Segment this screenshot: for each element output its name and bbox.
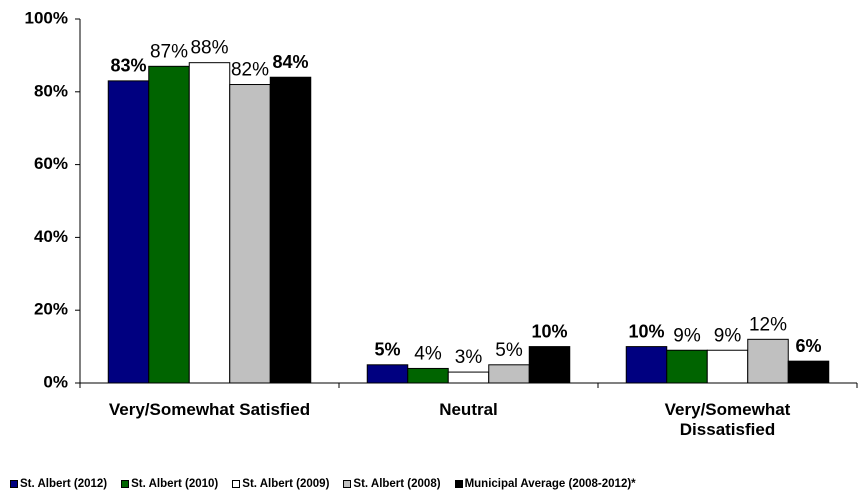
plot: 0% 20% 40% 60% 80% 100% 83%87% 88%82% 84% 5% 4% 3% 5… <box>25 8 858 391</box>
y-tick-label: 20% <box>34 300 68 319</box>
legend-item: St. Albert (2009) <box>232 478 329 490</box>
data-label: 5% <box>495 340 523 361</box>
data-label: 10% <box>531 321 567 341</box>
legend-label: St. Albert (2010) <box>131 478 219 490</box>
legend-label: Municipal Average (2008-2012)* <box>464 478 636 490</box>
legend-swatch <box>454 480 463 488</box>
legend-item: St. Albert (2008) <box>343 478 441 490</box>
data-label: 3% <box>455 347 483 368</box>
data-label: 84% <box>272 52 308 72</box>
bar <box>269 76 312 384</box>
bar <box>229 84 271 384</box>
y-tick-label: 60% <box>34 154 68 173</box>
legend-label: St. Albert (2012) <box>20 478 108 490</box>
legend-label: St. Albert (2008) <box>353 478 441 490</box>
y-tick-label: 0% <box>43 372 68 391</box>
data-label: 6% <box>795 336 821 356</box>
legend-swatch <box>343 480 352 488</box>
x-tick-label: Very/Somewhat Satisfied <box>108 400 311 419</box>
bar <box>488 364 530 384</box>
legend-swatch <box>232 480 241 488</box>
bar <box>107 80 150 384</box>
y-tick-label: 40% <box>34 227 68 246</box>
bar <box>625 346 668 384</box>
bar <box>747 338 789 384</box>
data-label: 88% <box>190 38 228 59</box>
data-label: 5% <box>374 340 400 360</box>
legend-swatch <box>121 480 130 488</box>
legend-item: St. Albert (2010) <box>121 478 218 490</box>
y-tick-label: 100% <box>25 8 68 27</box>
data-label: 9% <box>714 325 742 346</box>
bar <box>407 367 449 384</box>
data-label: 9% <box>673 325 701 346</box>
legend-label: St. Albert (2009) <box>242 478 330 490</box>
bar <box>706 349 749 384</box>
data-label: 4% <box>414 343 442 364</box>
data-label: 83% <box>110 56 146 76</box>
data-label: 82% <box>231 60 269 81</box>
legend-item: St. Albert (2012) <box>10 478 107 490</box>
bar <box>528 346 571 384</box>
data-label: 12% <box>749 314 787 335</box>
x-tick-label: Neutral <box>439 400 498 419</box>
legend: St. Albert (2012) St. Albert (2010) St. Al… <box>10 478 636 490</box>
legend-item: Municipal Average (2008-2012)* <box>454 478 636 490</box>
y-tick-label: 80% <box>34 81 68 100</box>
bar <box>148 65 190 384</box>
bar <box>447 371 490 384</box>
bar <box>787 360 830 384</box>
legend-swatch <box>10 480 18 488</box>
data-label: 87% <box>150 41 188 62</box>
x-tick-label: Very/Somewhat Dissatisfied <box>664 400 791 439</box>
bar <box>366 364 409 384</box>
bar <box>188 62 231 384</box>
data-label: 10% <box>628 321 664 341</box>
bar <box>666 349 708 384</box>
